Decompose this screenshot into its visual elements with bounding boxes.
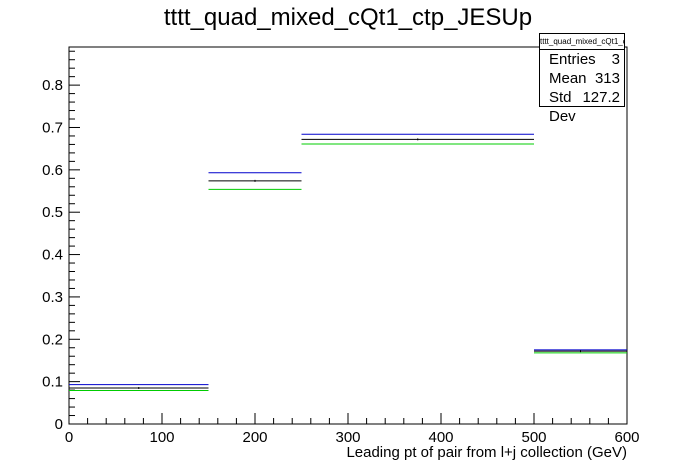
- stats-row-mean: Mean 313: [540, 69, 624, 88]
- x-axis-label: Leading pt of pair from l+j collection (…: [346, 444, 627, 461]
- stats-label: Entries: [549, 51, 596, 68]
- stats-row-stddev: Std Dev 127.2: [540, 88, 624, 125]
- x-tick-label: 0: [65, 429, 73, 446]
- stats-value: 127.2: [582, 89, 620, 106]
- y-tick-label: 0.8: [42, 77, 63, 94]
- x-tick-label: 600: [614, 429, 639, 446]
- stats-label: Std Dev: [549, 89, 576, 125]
- x-tick-label: 300: [335, 429, 360, 446]
- x-tick-label: 400: [428, 429, 453, 446]
- y-tick-label: 0.5: [42, 204, 63, 221]
- y-tick-label: 0.7: [42, 119, 63, 136]
- stats-value: 313: [594, 70, 620, 87]
- x-tick-label: 500: [521, 429, 546, 446]
- stats-label: Mean: [549, 70, 587, 87]
- y-tick-label: 0.1: [42, 374, 63, 391]
- x-tick-label: 100: [149, 429, 174, 446]
- stats-box: tttt_quad_mixed_cQt1_ctp_JESUp Entries 3…: [539, 33, 625, 125]
- y-tick-label: 0.4: [42, 247, 63, 264]
- chart-title: tttt_quad_mixed_cQt1_ctp_JESUp: [163, 4, 533, 31]
- x-tick-label: 200: [242, 429, 267, 446]
- stats-value: 3: [611, 51, 620, 68]
- y-tick-label: 0.6: [42, 162, 63, 179]
- y-tick-label: 0: [55, 416, 63, 433]
- y-tick-label: 0.3: [42, 289, 63, 306]
- y-tick-label: 0.2: [42, 331, 63, 348]
- stats-box-title: tttt_quad_mixed_cQt1_ctp_JESUp: [540, 34, 624, 50]
- stats-row-entries: Entries 3: [540, 50, 624, 69]
